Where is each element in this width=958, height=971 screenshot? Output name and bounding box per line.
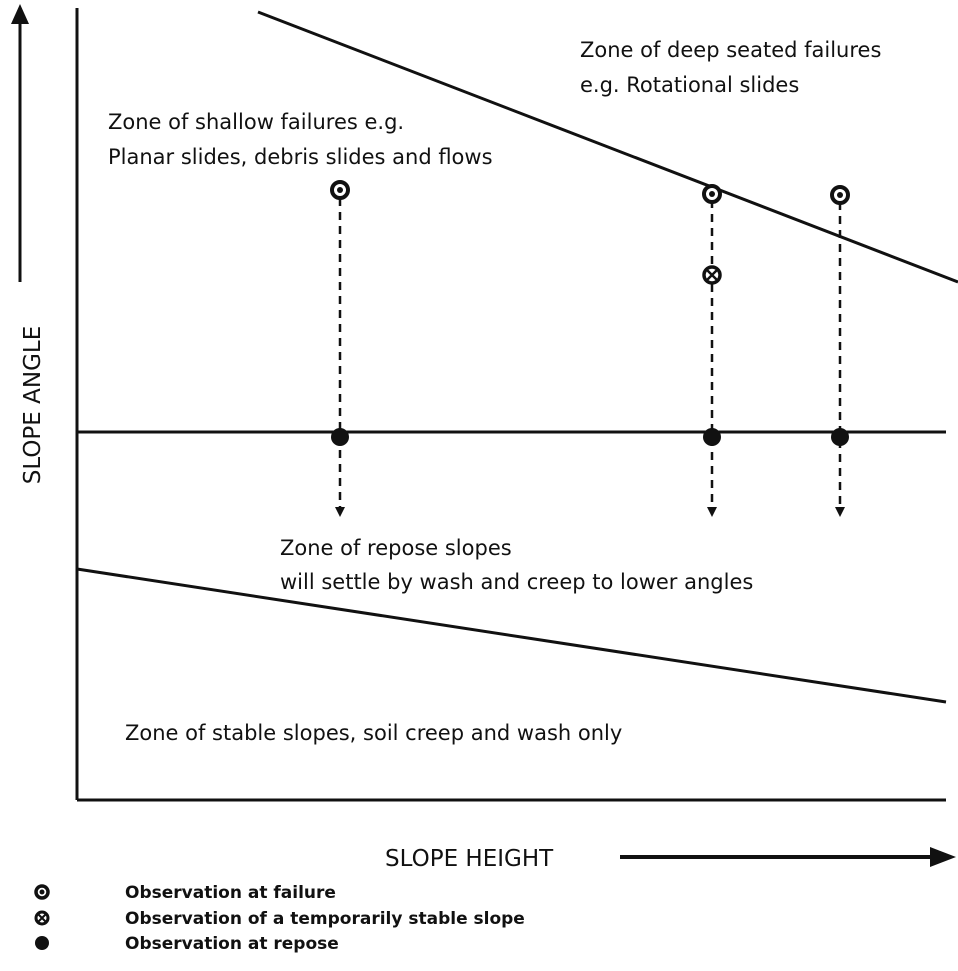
zone-text: Planar slides, debris slides and flows (108, 145, 493, 169)
x-label: SLOPE HEIGHT (385, 846, 554, 872)
legend-entry: Observation of a temporarily stable slop… (125, 909, 525, 929)
boundaries (76, 10, 958, 704)
zone-text: will settle by wash and creep to lower a… (280, 570, 753, 594)
zone-text: Zone of deep seated failures (580, 38, 881, 62)
legend-entry: Observation at repose (125, 934, 339, 954)
stable-marker (702, 265, 722, 285)
zone-text: Zone of stable slopes, soil creep and wa… (125, 721, 622, 745)
zone-text: e.g. Rotational slides (580, 73, 799, 97)
legend-entry: Observation at failure (125, 883, 336, 903)
y-arrowhead (11, 4, 29, 24)
failure-markers (330, 180, 850, 205)
legend: Observation at failure Observation of a … (34, 883, 525, 954)
axes (75, 8, 946, 802)
x-arrowhead (930, 847, 956, 867)
zone-text: Zone of repose slopes (280, 536, 512, 560)
zone-text: Zone of shallow failures e.g. (108, 110, 404, 134)
repose-markers (331, 428, 849, 446)
drop-lines (335, 198, 845, 517)
y-label: SLOPE ANGLE (20, 326, 46, 485)
